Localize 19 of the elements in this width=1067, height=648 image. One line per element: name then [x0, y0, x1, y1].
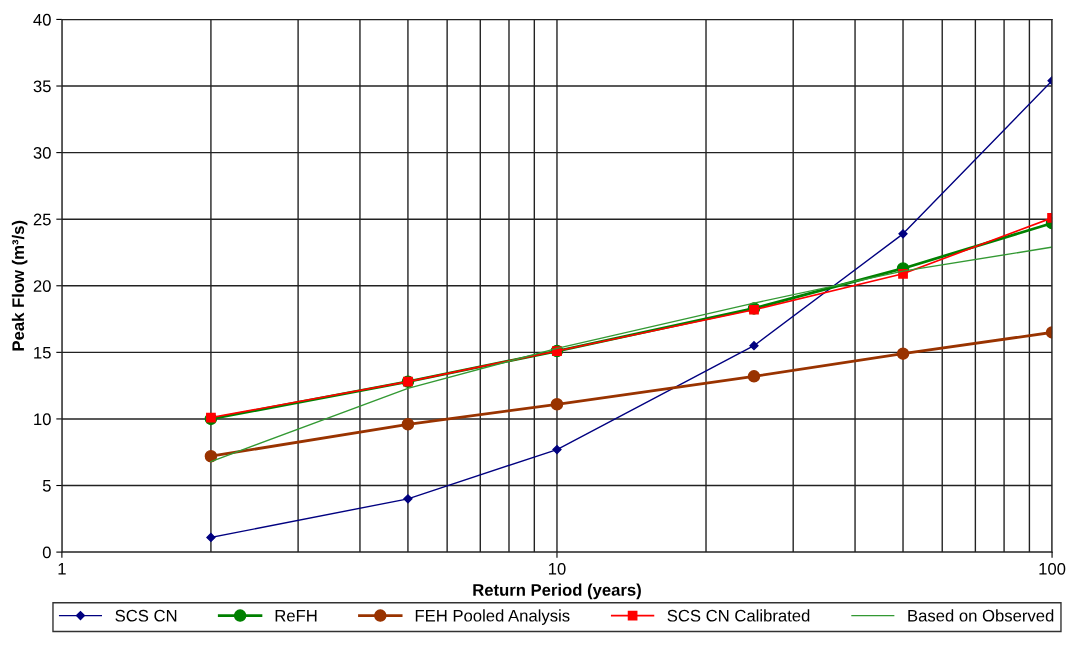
y-tick-label: 10	[34, 413, 51, 426]
y-tick-label: 25	[33, 213, 51, 226]
y-tick-label: 15	[34, 346, 51, 359]
legend-label: SCS CN	[115, 609, 177, 622]
y-tick-label: 30	[33, 147, 51, 159]
x-tick-label: 100	[1039, 562, 1066, 575]
x-tick-label: 10	[548, 562, 566, 575]
y-tick-label: 40	[33, 13, 51, 26]
y-tick-label: 35	[33, 80, 51, 93]
legend-label: SCS CN Calibrated	[667, 609, 810, 622]
legend-label: Based on Observed	[908, 609, 1054, 622]
y-tick-label: 5	[42, 480, 51, 492]
legend-label: FEH Pooled Analysis	[415, 609, 570, 625]
legend-label: ReFH	[275, 609, 317, 622]
x-axis-title: Return Period (years)	[473, 583, 641, 600]
y-tick-label: 20	[33, 280, 51, 292]
x-tick-label: 1	[58, 563, 66, 575]
y-tick-label: 0	[42, 546, 51, 559]
y-axis-title: Peak Flow (m³/s)	[11, 220, 28, 351]
